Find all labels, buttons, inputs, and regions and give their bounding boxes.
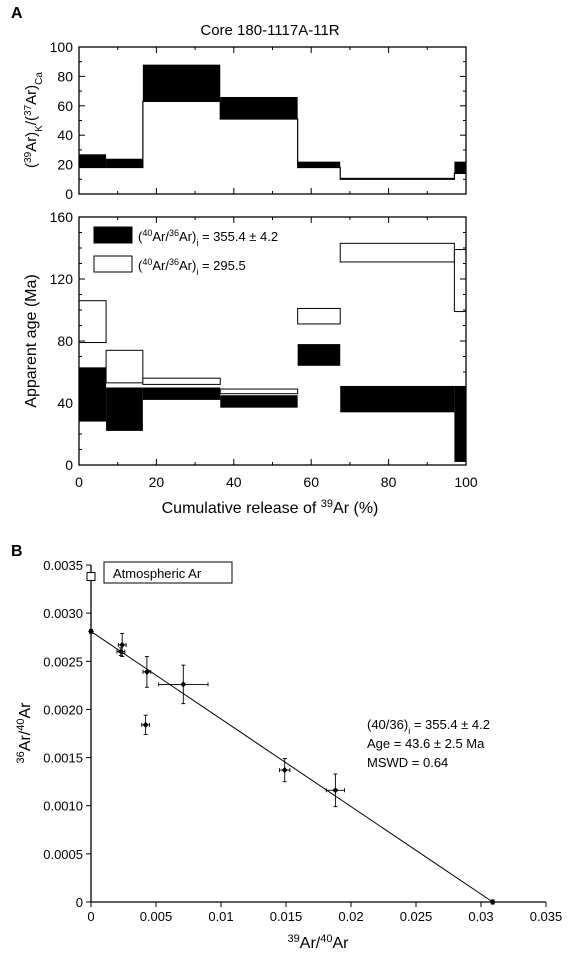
- age-ytick-label: 40: [57, 395, 73, 411]
- isochron-chart: 0 0.0005 0.0010 0.0015 0.0020 0.0025 0.0030 0.0…: [15, 558, 562, 952]
- top-chart-marks: [79, 64, 466, 180]
- kca-step-4: [297, 161, 341, 168]
- age-ytick-label: 160: [50, 209, 74, 225]
- isochron-xtick-label: 0.03: [468, 909, 493, 924]
- legend-swatch-open: [93, 255, 133, 273]
- top-ytick-label: 20: [57, 157, 73, 173]
- top-chart: 0 20 40 60 80 100 (39Ar)K/(37Ar)Ca: [23, 39, 467, 202]
- top-ytick-label: 80: [57, 68, 73, 84]
- legend-label-open: (40Ar/36Ar)i = 295.5: [138, 257, 246, 277]
- isochron-ytick-label: 0.0020: [43, 702, 83, 717]
- isochron-axes: 0 0.0005 0.0010 0.0015 0.0020 0.0025 0.0030 0.0…: [43, 558, 562, 924]
- legend-label-filled: (40Ar/36Ar)i = 355.4 ± 4.2: [138, 228, 278, 248]
- isochron-ytick-label: 0: [76, 895, 83, 910]
- isochron-point-1: [117, 648, 124, 655]
- top-ytick-label: 60: [57, 98, 73, 114]
- top-chart-axes: 0 20 40 60 80 100: [50, 39, 467, 202]
- kca-step-6: [454, 161, 466, 174]
- age-xtick-label: 40: [226, 474, 242, 490]
- age-xtick-label: 20: [149, 474, 165, 490]
- age-ytick-label: 120: [50, 271, 74, 287]
- isochron-ytick-label: 0.0030: [43, 606, 83, 621]
- panel-a-letter: A: [11, 5, 23, 22]
- isochron-point-7: [332, 787, 339, 794]
- legend-swatch-filled: [93, 226, 133, 244]
- kca-step-0: [79, 154, 107, 168]
- filled-step-6: [454, 385, 466, 462]
- top-chart-ylabel: (39Ar)K/(37Ar)Ca: [23, 72, 45, 168]
- kca-step-1: [106, 158, 143, 168]
- isochron-point-4: [142, 721, 149, 728]
- age-xtick-label: 80: [381, 474, 397, 490]
- isochron-point-2: [119, 641, 126, 648]
- isochron-marks: [86, 565, 496, 905]
- isochron-point-5: [180, 681, 187, 688]
- isochron-point-3: [143, 668, 150, 675]
- annotation-age: Age = 43.6 ± 2.5 Ma: [367, 736, 485, 751]
- isochron-xtick-label: 0.01: [208, 909, 233, 924]
- isochron-ytick-label: 0.0010: [43, 799, 83, 814]
- filled-step-1: [106, 387, 143, 431]
- filled-step-2: [142, 387, 221, 400]
- filled-step-0: [79, 367, 107, 422]
- panel-b-letter: B: [11, 543, 23, 560]
- isochron-xtick-label: 0.035: [530, 909, 563, 924]
- top-ytick-label: 40: [57, 127, 73, 143]
- open-step-5: [339, 242, 455, 263]
- atmospheric-ar-label: Atmospheric Ar: [113, 566, 202, 581]
- isochron-point-8: [489, 899, 496, 905]
- filled-step-5: [340, 385, 455, 413]
- top-chart-frame: [78, 46, 467, 195]
- filled-step-3: [220, 395, 298, 408]
- open-step-1: [105, 349, 144, 384]
- annotation-mswd: MSWD = 0.64: [367, 755, 448, 770]
- isochron-xtick-label: 0.015: [270, 909, 303, 924]
- age-xtick-label: 100: [454, 474, 478, 490]
- age-chart-axes: 0 40 80 120 160 0 20 40 60 80 100: [50, 209, 478, 490]
- top-chart-title: Core 180-1117A-11R: [200, 22, 339, 39]
- isochron-ytick-label: 0.0035: [43, 558, 83, 573]
- age-xtick-label: 60: [303, 474, 319, 490]
- isochron-xtick-label: 0.02: [338, 909, 363, 924]
- open-step-6: [453, 249, 467, 313]
- isochron-xlabel: 39Ar/40Ar: [288, 933, 350, 952]
- kca-step-5: [340, 177, 455, 180]
- top-ytick-label: 100: [50, 39, 74, 55]
- age-ytick-label: 80: [57, 333, 73, 349]
- atmospheric-ar-box: [103, 561, 233, 584]
- open-step-4: [297, 307, 341, 325]
- age-chart: 0 40 80 120 160 0 20 40 60 80 100 Apparent age (Ma…: [23, 209, 478, 517]
- isochron-xtick-label: 0: [87, 909, 94, 924]
- age-xtick-label: 0: [75, 474, 83, 490]
- top-ytick-label: 0: [65, 186, 73, 202]
- isochron-annotation: (40/36)i = 355.4 ± 4.2 Age = 43.6 ± 2.5 …: [367, 717, 490, 770]
- isochron-ytick-label: 0.0005: [43, 847, 83, 862]
- atmospheric-marker: [86, 572, 96, 582]
- isochron-ytick-label: 0.0025: [43, 654, 83, 669]
- open-step-3: [219, 388, 299, 395]
- open-step-0: [78, 300, 107, 344]
- isochron-point-0: [88, 628, 94, 635]
- isochron-xtick-label: 0.005: [140, 909, 173, 924]
- isochron-fit-line: [90, 631, 493, 903]
- annotation-ratio: (40/36)i = 355.4 ± 4.2: [367, 717, 490, 736]
- age-ytick-label: 0: [65, 457, 73, 473]
- age-chart-xlabel: Cumulative release of 39Ar (%): [162, 498, 379, 517]
- atmospheric-ar-callout: Atmospheric Ar: [103, 561, 233, 584]
- age-chart-marks: [78, 242, 467, 462]
- kca-step-outline: [79, 100, 466, 180]
- isochron-point-6: [281, 767, 288, 774]
- kca-step-3: [220, 96, 298, 120]
- filled-step-4: [297, 344, 341, 366]
- age-chart-ylabel: Apparent age (Ma): [23, 274, 40, 407]
- open-step-2: [142, 377, 221, 385]
- age-chart-legend: (40Ar/36Ar)i = 355.4 ± 4.2 (40Ar/36Ar)i …: [93, 226, 278, 277]
- kca-step-2: [142, 64, 221, 102]
- isochron-ylabel: 36Ar/40Ar: [15, 702, 34, 764]
- isochron-ytick-label: 0.0015: [43, 751, 83, 766]
- isochron-xtick-label: 0.025: [400, 909, 433, 924]
